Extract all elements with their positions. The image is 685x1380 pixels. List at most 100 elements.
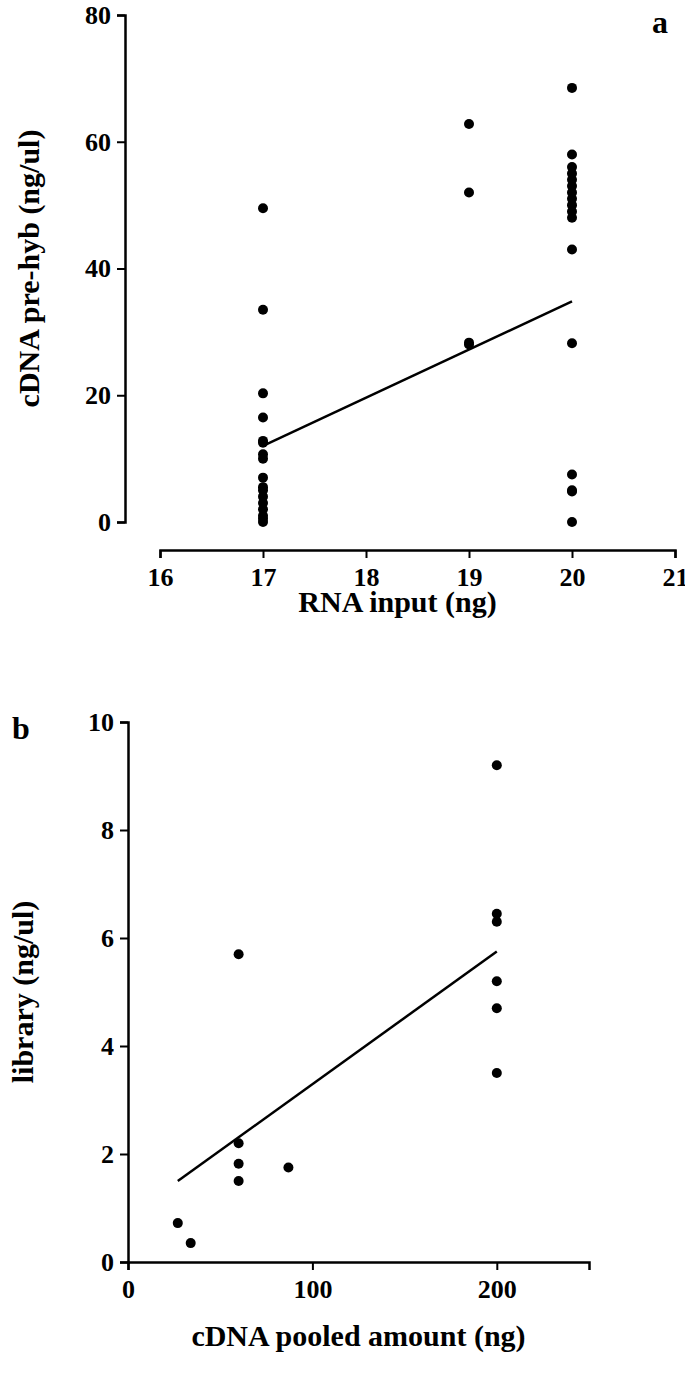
data-point bbox=[186, 1238, 196, 1248]
y-tick-label: 20 bbox=[85, 381, 111, 410]
y-tick-label: 0 bbox=[98, 508, 111, 537]
data-point bbox=[492, 760, 502, 770]
x-tick-mark bbox=[469, 550, 471, 558]
y-tick-label: 2 bbox=[101, 1140, 114, 1169]
figure: 161718192021020406080RNA input (ng)cDNA … bbox=[0, 0, 685, 1380]
x-tick-label: 20 bbox=[560, 563, 586, 592]
y-tick: 0 bbox=[101, 1248, 128, 1277]
y-tick-mark bbox=[120, 1262, 128, 1264]
y-axis-line bbox=[120, 723, 129, 1263]
x-tick: 17 bbox=[251, 550, 277, 592]
x-tick-mark bbox=[312, 1262, 314, 1270]
data-point bbox=[258, 305, 268, 315]
x-tick-label: 17 bbox=[251, 563, 277, 592]
y-tick-label: 10 bbox=[88, 708, 114, 737]
y-axis-title: library (ng/ul) bbox=[6, 901, 40, 1084]
y-axis-title: cDNA pre-hyb (ng/ul) bbox=[12, 130, 46, 408]
data-point bbox=[492, 917, 502, 927]
x-tick-label: 16 bbox=[148, 563, 174, 592]
data-point bbox=[234, 1176, 244, 1186]
x-tick: 21 bbox=[663, 550, 685, 592]
data-point bbox=[258, 388, 268, 398]
y-tick-label: 60 bbox=[85, 128, 111, 157]
data-point bbox=[492, 1003, 502, 1013]
x-tick: 0 bbox=[122, 1262, 135, 1304]
data-point bbox=[492, 1068, 502, 1078]
data-point bbox=[234, 1159, 244, 1169]
data-point bbox=[567, 469, 577, 479]
y-tick-label: 4 bbox=[101, 1032, 114, 1061]
data-point bbox=[258, 412, 268, 422]
y-tick: 0 bbox=[98, 508, 125, 537]
y-tick-mark bbox=[117, 395, 125, 397]
x-tick-mark bbox=[496, 1262, 498, 1270]
plot-area bbox=[258, 83, 577, 527]
data-point bbox=[258, 473, 268, 483]
y-tick-label: 6 bbox=[101, 924, 114, 953]
x-tick-label: 200 bbox=[478, 1275, 517, 1304]
fit-line bbox=[263, 301, 572, 445]
panel: 161718192021020406080RNA input (ng)cDNA … bbox=[12, 1, 685, 619]
data-point bbox=[173, 1218, 183, 1228]
y-tick-mark bbox=[120, 830, 128, 832]
y-tick: 2 bbox=[101, 1140, 128, 1169]
x-tick-mark bbox=[366, 550, 368, 558]
x-tick-label: 21 bbox=[663, 563, 685, 592]
x-axis-line bbox=[161, 551, 676, 559]
y-tick: 60 bbox=[85, 128, 125, 157]
x-tick: 200 bbox=[478, 1262, 517, 1304]
y-tick-label: 40 bbox=[85, 254, 111, 283]
x-tick-mark bbox=[263, 550, 265, 558]
x-axis: 0 100 200 bbox=[122, 1262, 590, 1304]
y-tick-mark bbox=[117, 268, 125, 270]
panel-label: a bbox=[652, 4, 668, 40]
x-axis-title: RNA input (ng) bbox=[298, 585, 496, 619]
x-tick-mark bbox=[675, 550, 677, 558]
data-point bbox=[567, 244, 577, 254]
x-tick-mark bbox=[160, 550, 162, 558]
data-point bbox=[258, 203, 268, 213]
y-tick: 4 bbox=[101, 1032, 128, 1061]
data-point bbox=[567, 517, 577, 527]
x-tick: 100 bbox=[293, 1262, 332, 1304]
y-tick: 20 bbox=[85, 381, 125, 410]
panel: 0 100 200 0 2 4 6 8 10 cDNA pooled amount (ng) lib… bbox=[6, 708, 590, 1353]
x-tick: 20 bbox=[560, 550, 586, 592]
data-point bbox=[258, 438, 268, 448]
y-tick-mark bbox=[120, 1154, 128, 1156]
data-point bbox=[567, 487, 577, 497]
y-tick-mark bbox=[117, 15, 125, 17]
plot-area bbox=[173, 760, 502, 1248]
x-tick-label: 0 bbox=[122, 1275, 135, 1304]
y-tick: 40 bbox=[85, 254, 125, 283]
y-axis-line bbox=[117, 16, 126, 523]
x-axis-line bbox=[129, 1263, 590, 1271]
y-axis: 0 2 4 6 8 10 bbox=[88, 708, 129, 1277]
y-tick-mark bbox=[120, 938, 128, 940]
data-point bbox=[567, 83, 577, 93]
panel-label: b bbox=[12, 710, 30, 746]
x-tick: 16 bbox=[148, 550, 174, 592]
y-tick-label: 80 bbox=[85, 1, 111, 30]
x-tick-mark bbox=[572, 550, 574, 558]
data-point bbox=[464, 119, 474, 129]
y-tick-mark bbox=[117, 141, 125, 143]
data-point bbox=[283, 1163, 293, 1173]
y-tick: 80 bbox=[85, 1, 125, 30]
data-point bbox=[258, 454, 268, 464]
y-tick-mark bbox=[120, 722, 128, 724]
data-point bbox=[258, 517, 268, 527]
data-point bbox=[234, 949, 244, 959]
y-tick-mark bbox=[117, 522, 125, 524]
y-tick-label: 0 bbox=[101, 1248, 114, 1277]
data-point bbox=[464, 187, 474, 197]
data-point bbox=[567, 149, 577, 159]
data-point bbox=[567, 213, 577, 223]
data-point bbox=[567, 338, 577, 348]
data-point bbox=[492, 976, 502, 986]
y-tick-label: 8 bbox=[101, 816, 114, 845]
x-tick-label: 100 bbox=[293, 1275, 332, 1304]
x-axis-title: cDNA pooled amount (ng) bbox=[191, 1319, 525, 1353]
y-axis: 0 20 40 60 80 bbox=[85, 1, 126, 537]
y-tick: 10 bbox=[88, 708, 128, 737]
